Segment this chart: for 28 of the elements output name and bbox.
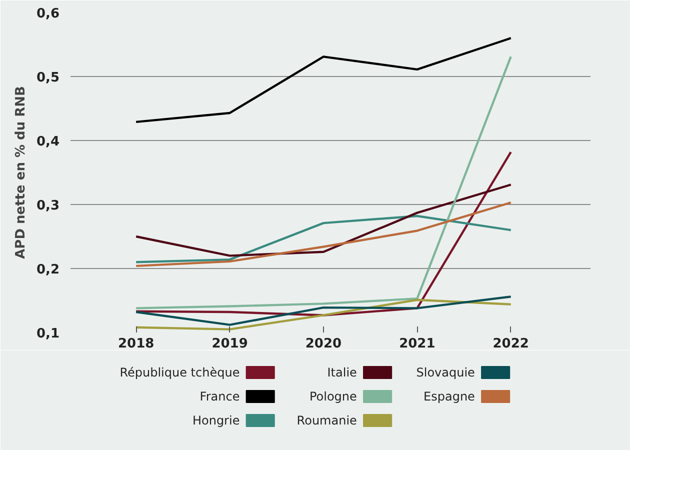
legend-label: République tchèque bbox=[120, 366, 240, 380]
legend-label: Slovaquie bbox=[416, 366, 475, 380]
y-tick-label: 0,3 bbox=[36, 198, 60, 214]
legend-label: Espagne bbox=[424, 390, 475, 404]
line-series bbox=[134, 184, 512, 257]
line-series bbox=[134, 56, 512, 310]
y-tick-label: 0,2 bbox=[36, 262, 60, 278]
y-tick-label: 0,5 bbox=[36, 70, 60, 86]
legend-label: France bbox=[200, 390, 240, 404]
line-series bbox=[134, 37, 512, 124]
line-series bbox=[134, 214, 512, 264]
legend-label: Pologne bbox=[309, 390, 357, 404]
x-tick-label: 2020 bbox=[305, 336, 342, 352]
line-series bbox=[134, 298, 512, 330]
legend-label: Roumanie bbox=[296, 414, 357, 428]
y-tick-label: 0,1 bbox=[36, 326, 60, 342]
line-series bbox=[134, 201, 512, 268]
line-series bbox=[134, 150, 512, 316]
y-tick-label: 0,6 bbox=[36, 6, 60, 22]
x-tick-label: 2021 bbox=[399, 336, 436, 352]
legend-label: Italie bbox=[327, 366, 357, 380]
y-axis-title: APD nette en % du RNB bbox=[13, 86, 28, 259]
x-tick-label: 2018 bbox=[118, 336, 154, 352]
line-series bbox=[134, 296, 512, 326]
legend-label: Hongrie bbox=[192, 414, 240, 428]
y-tick-label: 0,4 bbox=[36, 134, 60, 150]
x-tick-label: 2022 bbox=[492, 336, 529, 352]
x-tick-label: 2019 bbox=[212, 336, 248, 352]
